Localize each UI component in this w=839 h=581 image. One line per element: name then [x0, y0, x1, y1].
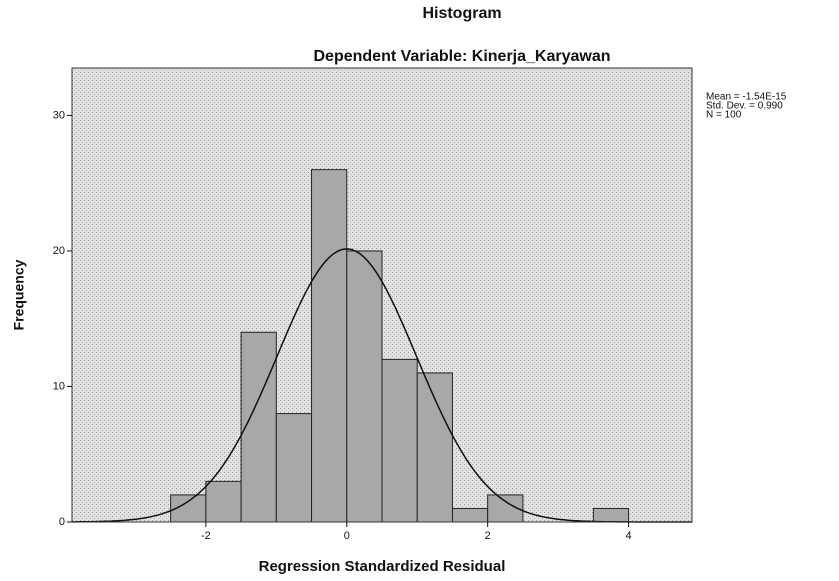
y-tick-label: 0 — [59, 516, 65, 528]
stats-label: N = 100 — [706, 110, 742, 121]
y-tick-label: 30 — [53, 109, 65, 121]
stats-label: Mean = -1.54E-15 — [706, 92, 787, 103]
x-tick-label: -2 — [201, 530, 211, 542]
bar — [205, 480, 242, 523]
bar — [275, 413, 313, 523]
y-tick-label: 10 — [53, 380, 65, 392]
bar — [381, 358, 418, 523]
bar — [311, 169, 348, 523]
bar — [346, 250, 383, 523]
bar — [592, 507, 630, 523]
x-axis-label: Regression Standardized Residual — [259, 558, 506, 575]
chart-title: Histogram — [422, 5, 501, 22]
y-tick-label: 20 — [53, 245, 65, 257]
normal-curve — [72, 248, 692, 523]
bar — [240, 331, 277, 523]
x-tick-label: 4 — [626, 530, 632, 542]
y-axis-label: Frequency — [11, 259, 27, 330]
x-tick-label: 2 — [485, 530, 491, 542]
chart-subtitle: Dependent Variable: Kinerja_Karyawan — [314, 48, 611, 65]
x-tick-label: 0 — [344, 530, 350, 542]
plot-frame — [71, 67, 693, 523]
bar — [416, 372, 453, 523]
bar — [451, 507, 489, 523]
stats-label: Std. Dev. = 0.990 — [706, 101, 783, 112]
